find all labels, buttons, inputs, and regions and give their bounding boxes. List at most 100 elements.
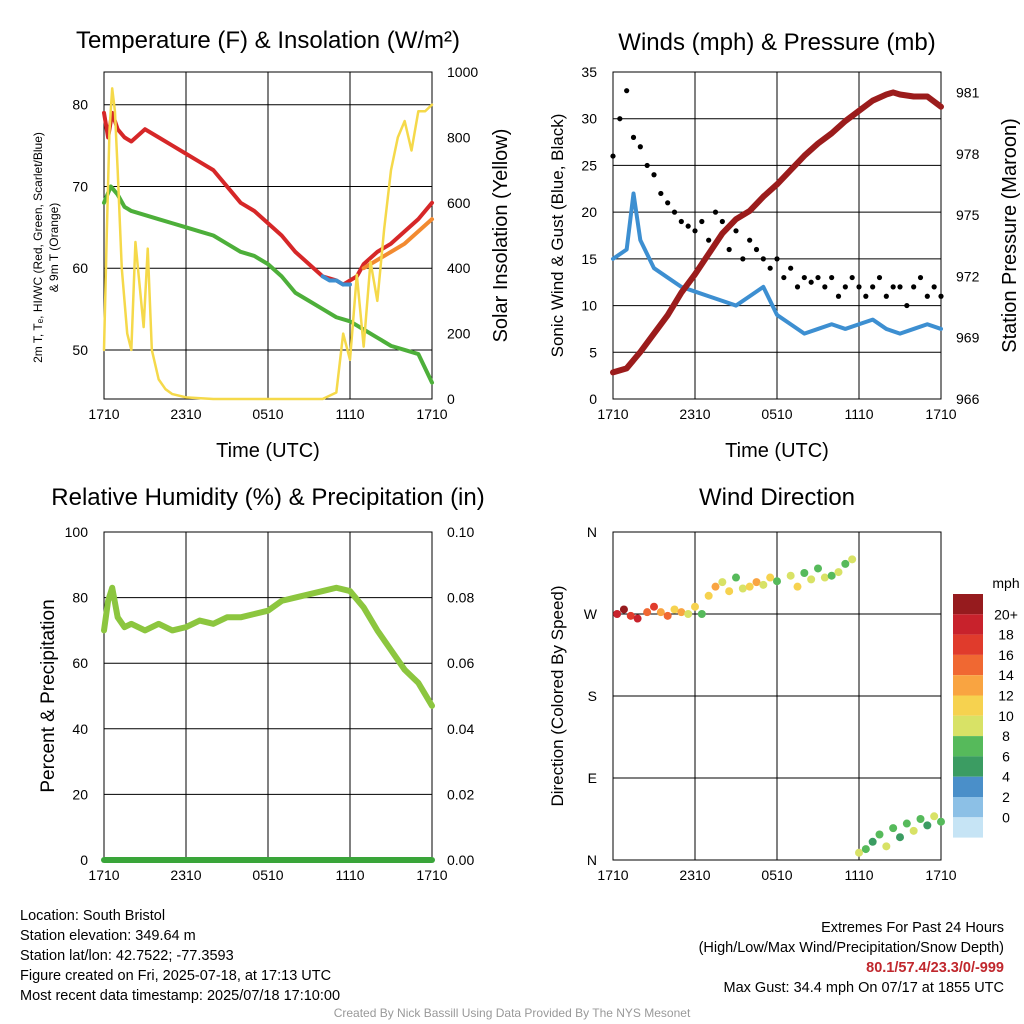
direction-point: [896, 833, 904, 842]
y-tick-label: W: [584, 606, 598, 622]
gust-point: [699, 218, 705, 225]
gust-point: [733, 228, 739, 234]
gust-point: [856, 284, 862, 290]
gust-point: [876, 274, 883, 281]
chart-rh: Relative Humidity (%) & Precipitation (i…: [38, 484, 485, 883]
y-right-axis-label: Solar Insolation (Yellow): [490, 129, 512, 343]
direction-point: [697, 610, 706, 618]
gust-point: [808, 279, 814, 285]
x-tick-label: 0510: [252, 406, 283, 422]
series-9m-t: [361, 217, 434, 271]
x-axis-label: Time (UTC): [216, 440, 320, 462]
y-right-tick-label: 0.00: [447, 852, 474, 868]
gust-point: [610, 153, 616, 159]
direction-point: [650, 602, 658, 611]
gust-point: [835, 293, 842, 299]
direction-point: [902, 819, 911, 828]
x-tick-label: 1110: [335, 867, 364, 883]
direction-point: [916, 815, 925, 823]
y-right-axis-label: Station Pressure (Maroon): [999, 118, 1021, 353]
x-tick-label: 0510: [761, 867, 792, 883]
series-2m-t: [102, 110, 434, 287]
gust-point: [624, 88, 630, 94]
x-tick-label: 2310: [170, 406, 201, 422]
y-tick-label: 30: [581, 111, 597, 127]
y-tick-label: 0: [589, 391, 597, 407]
x-tick-label: 1710: [416, 406, 447, 422]
y-axis-label: 2m T, Tₑ, HI/WC (Red, Green, Scarlet/Blu…: [31, 132, 45, 363]
recent-timestamp: Most recent data timestamp: 2025/07/18 1…: [20, 988, 341, 1004]
gust-point: [760, 256, 766, 262]
direction-point: [868, 837, 877, 846]
y-axis-label: Percent & Precipitation: [38, 599, 59, 792]
gust-point: [931, 284, 937, 290]
gust-point: [658, 190, 664, 197]
chart-temp: Temperature (F) & Insolation (W/m²) 1710 2…: [31, 27, 512, 462]
legend-swatch: [953, 654, 983, 676]
direction-point: [759, 580, 768, 589]
gust-point: [671, 209, 678, 215]
series-hi-wc: [320, 274, 352, 287]
figure-created: Figure created on Fri, 2025-07-18, at 17…: [20, 968, 332, 984]
direction-point: [882, 842, 891, 851]
gust-point: [665, 200, 671, 206]
y-axis-label-2: & 9m T (Orange): [47, 203, 61, 293]
direction-point: [626, 611, 635, 620]
chart-title: Temperature (F) & Insolation (W/m²): [76, 27, 460, 54]
y-tick-label: 25: [581, 157, 597, 173]
legend-swatch: [953, 797, 983, 818]
direction-point: [670, 605, 679, 614]
direction-point: [909, 826, 918, 835]
chart-wind: Winds (mph) & Pressure (mb)1710 2310 0510 1…: [548, 29, 1021, 462]
series-insolation: [102, 87, 434, 401]
direction-point: [766, 573, 775, 582]
chart-title: Winds (mph) & Pressure (mb): [618, 29, 935, 56]
direction-point: [800, 569, 809, 577]
gust-point: [767, 265, 773, 271]
gust-point: [924, 293, 930, 299]
y-tick-label: 10: [581, 298, 597, 314]
direction-point: [718, 578, 727, 587]
gust-point: [822, 284, 828, 290]
direction-point: [855, 848, 863, 857]
x-tick-label: 2310: [170, 867, 201, 883]
x-tick-label: 2310: [679, 867, 710, 883]
direction-point: [691, 602, 699, 611]
direction-point: [827, 571, 836, 580]
gust-point: [781, 274, 787, 281]
y-right-tick-label: 0: [447, 391, 455, 407]
gust-point: [678, 218, 684, 225]
y-tick-label: 60: [72, 260, 88, 276]
y-right-tick-label: 969: [956, 330, 980, 346]
gust-point: [788, 265, 794, 271]
max-gust: Max Gust: 34.4 mph On 07/17 at 1855 UTC: [723, 980, 1004, 996]
direction-point: [807, 575, 816, 584]
station-elevation: Station elevation: 349.64 m: [20, 928, 196, 944]
extremes-values: 80.1/57.4/23.3/0/-999: [866, 960, 1004, 976]
direction-point: [861, 845, 870, 854]
legend-label: 20+: [994, 606, 1018, 622]
x-tick-label: 1110: [844, 867, 873, 883]
direction-point: [745, 582, 754, 591]
y-right-tick-label: 0.08: [447, 590, 474, 606]
gust-point: [842, 284, 848, 290]
direction-point: [643, 608, 652, 617]
direction-point: [773, 577, 781, 586]
y-right-tick-label: 975: [956, 207, 980, 223]
series-station-pressure: [610, 89, 944, 376]
gust-point: [883, 293, 889, 299]
legend-swatch: [953, 756, 983, 777]
gust-point: [801, 274, 807, 281]
gust-point: [630, 134, 637, 140]
legend-title: mph: [992, 575, 1019, 591]
gust-point: [685, 223, 691, 229]
direction-point: [725, 587, 734, 596]
gust-point: [617, 116, 623, 122]
direction-point: [677, 608, 686, 617]
legend-swatch: [953, 594, 983, 615]
gust-point: [815, 274, 821, 281]
y-tick-label: N: [587, 852, 597, 868]
chart-title: Wind Direction: [699, 484, 855, 511]
y-right-tick-label: 400: [447, 260, 471, 276]
legend-label: 10: [998, 708, 1014, 724]
